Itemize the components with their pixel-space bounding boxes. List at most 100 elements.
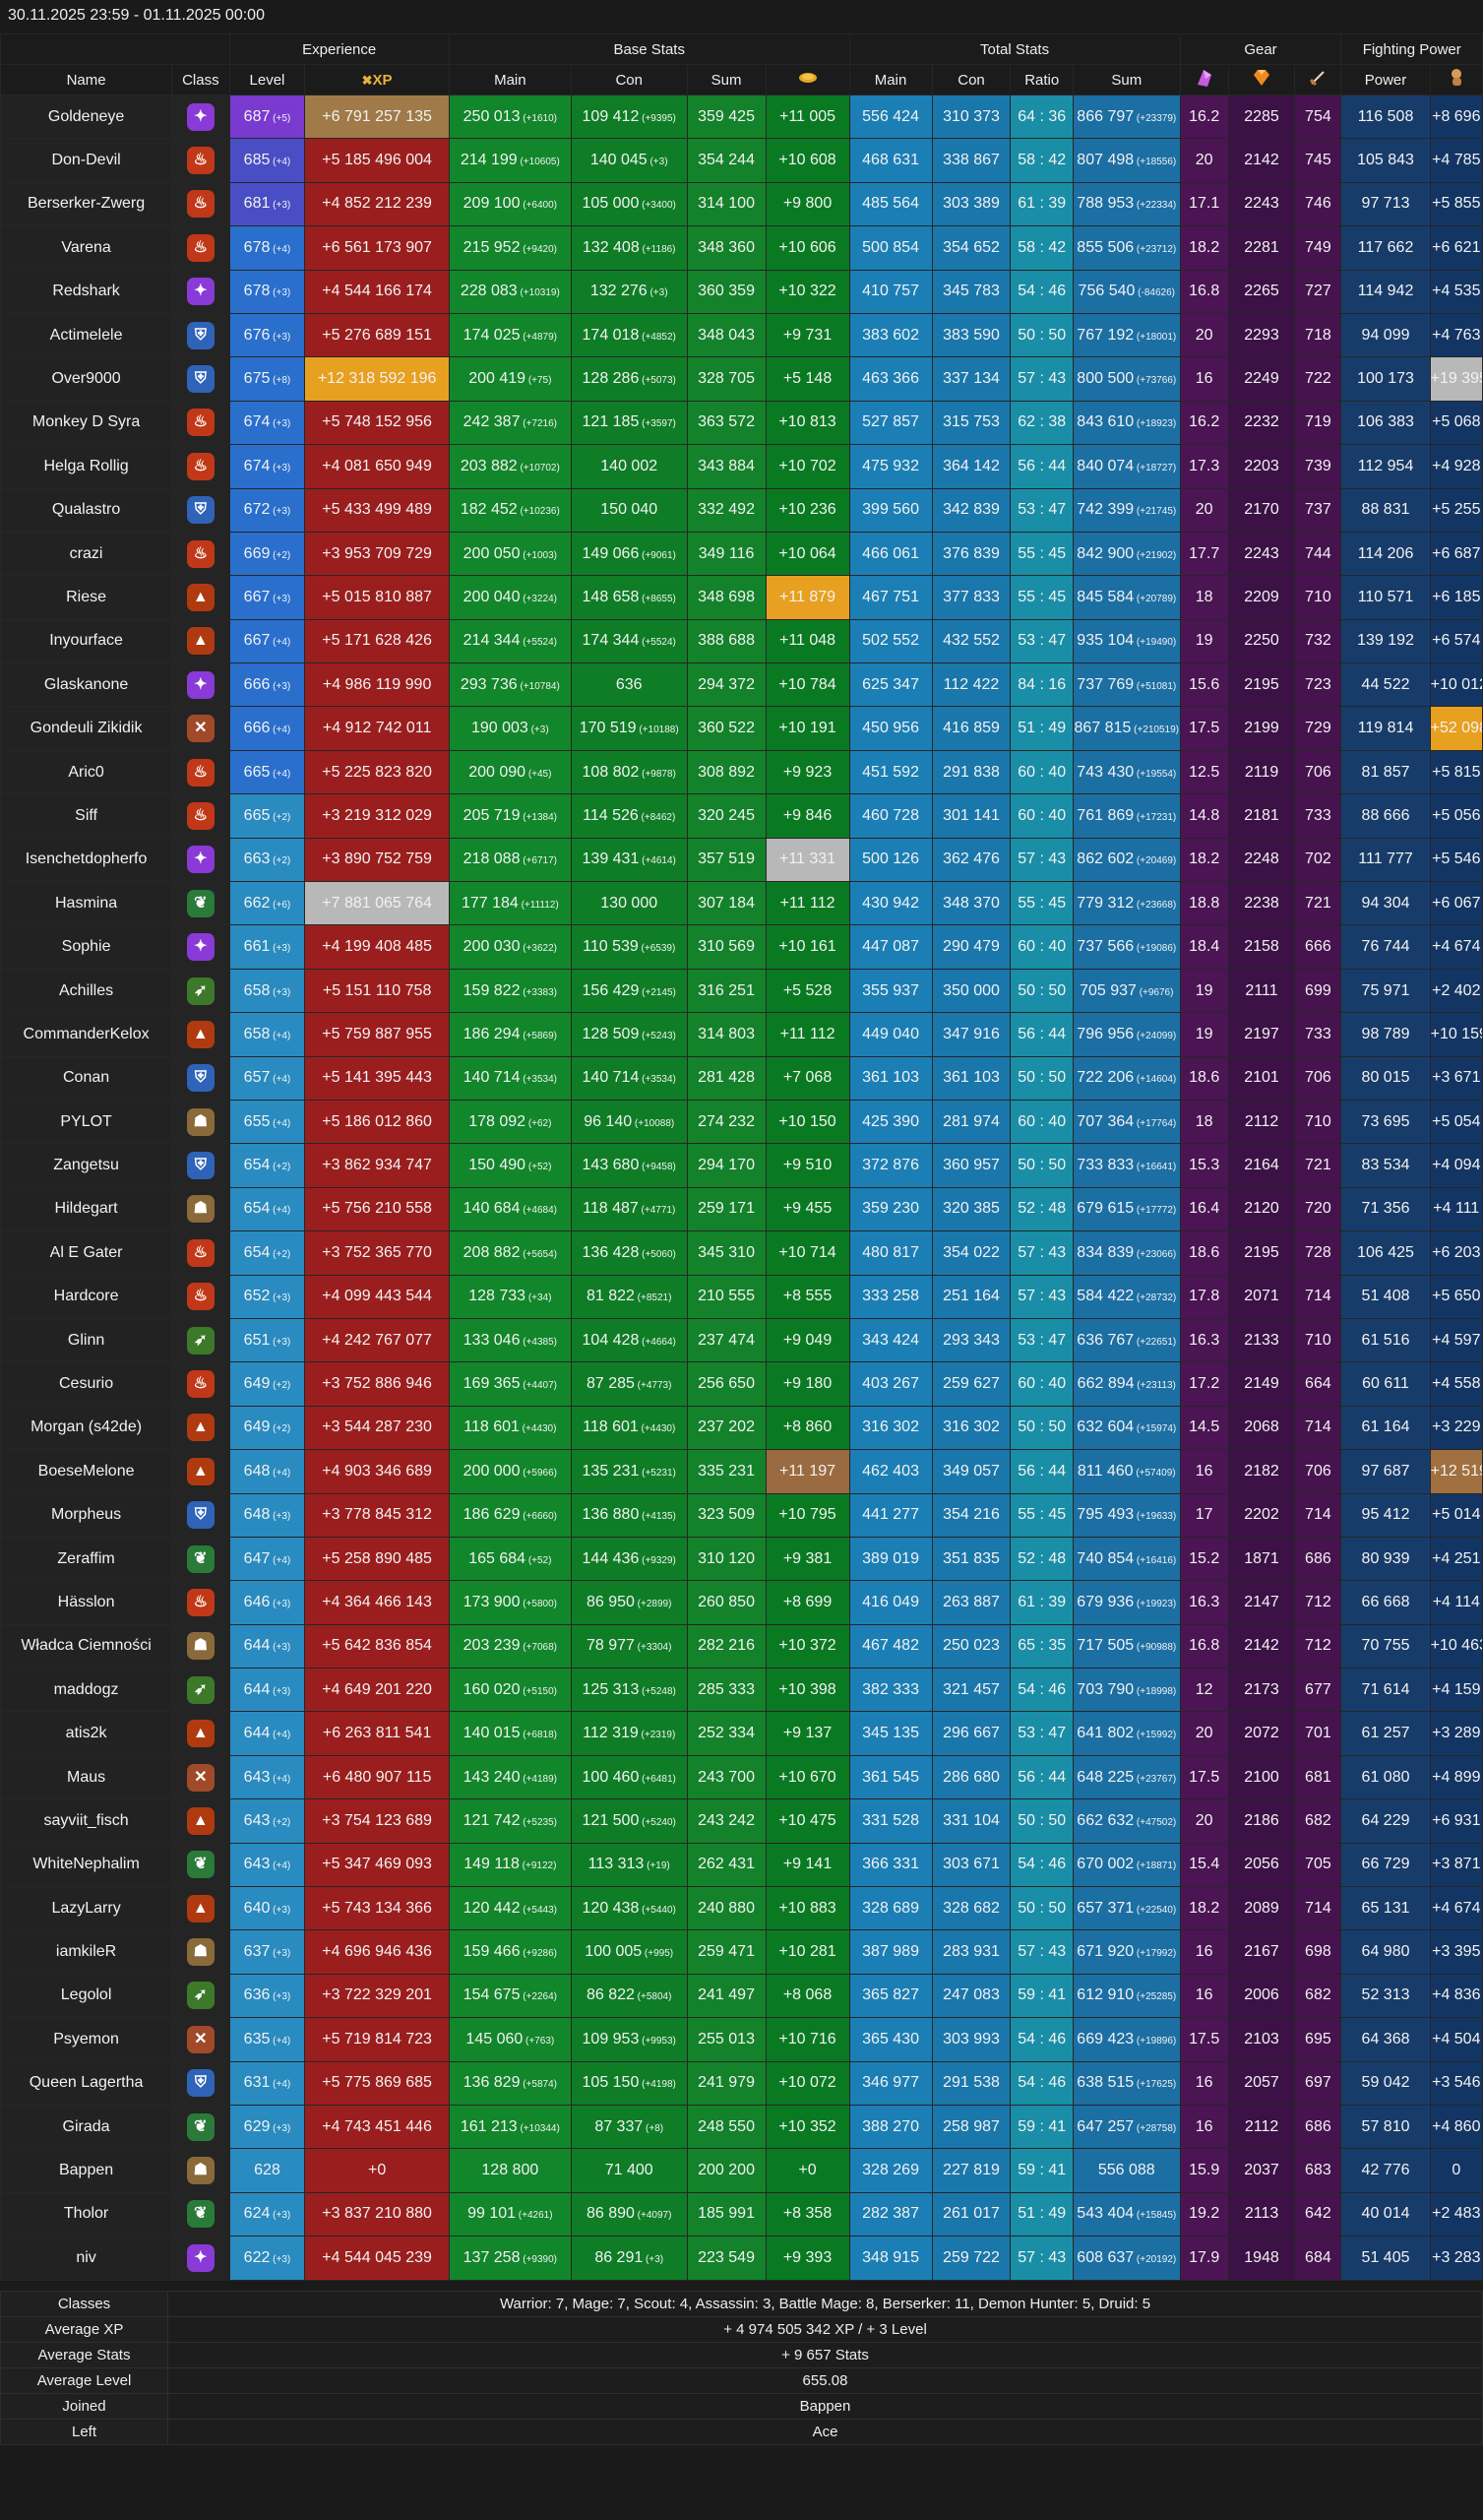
table-row[interactable]: niv ✦ 622 (+3) +4 544 045 239 137 258 (+9390… (0, 2236, 1483, 2281)
power-gain-cell: +6 203 (1429, 1230, 1483, 1276)
gear-dagger-cell: 745 (1294, 138, 1342, 183)
total-main-cell: 450 956 (848, 706, 933, 751)
base-sum-cell: 256 650 (686, 1361, 767, 1407)
table-row[interactable]: Hildegart ☗ 654 (+4) +5 756 210 558 140 684 … (0, 1186, 1483, 1232)
table-row[interactable]: Berserker-Zwerg ♨ 681 (+3) +4 852 212 239 20… (0, 181, 1483, 227)
xp-gain-cell: +5 719 814 723 (304, 2017, 450, 2062)
table-row[interactable]: Qualastro ⛨ 672 (+3) +5 433 499 489 182 452 … (0, 487, 1483, 533)
ratio-cell: 60 : 40 (1010, 793, 1074, 839)
table-row[interactable]: CommanderKelox ▲ 658 (+4) +5 759 887 955 186… (0, 1012, 1483, 1057)
mage-class-icon: ✦ (186, 670, 215, 699)
power-cell: 116 508 (1340, 94, 1431, 140)
table-row[interactable]: Morpheus ⛨ 648 (+3) +3 778 845 312 186 629 (… (0, 1492, 1483, 1538)
total-main-cell: 355 937 (848, 968, 933, 1014)
table-row[interactable]: Inyourface ▲ 667 (+4) +5 171 628 426 214 344… (0, 618, 1483, 664)
base-sum-cell: 259 471 (686, 1929, 767, 1975)
table-row[interactable]: Hardcore ♨ 652 (+3) +4 099 443 544 128 733 (… (0, 1274, 1483, 1319)
col-ratio[interactable]: Ratio (1010, 64, 1074, 95)
col-gear3[interactable] (1294, 64, 1342, 95)
xp-gain-cell: +4 649 201 220 (304, 1668, 450, 1713)
table-row[interactable]: Don-Devil ♨ 685 (+4) +5 185 496 004 214 199 … (0, 138, 1483, 183)
table-row[interactable]: atis2k ▲ 644 (+4) +6 263 811 541 140 015 (+6… (0, 1711, 1483, 1756)
total-sum-cell: 648 225 (+23767) (1072, 1754, 1181, 1800)
table-row[interactable]: LazyLarry ▲ 640 (+3) +5 743 134 366 120 442 … (0, 1886, 1483, 1931)
table-row[interactable]: Zangetsu ⛨ 654 (+2) +3 862 934 747 150 490 (… (0, 1143, 1483, 1188)
gear-crystal-cell: 16.2 (1179, 400, 1229, 446)
col-base-con[interactable]: Con (570, 64, 688, 95)
total-con-cell: 303 389 (931, 181, 1012, 227)
table-row[interactable]: Aric0 ♨ 665 (+4) +5 225 823 820 200 090 (+45… (0, 749, 1483, 795)
table-row[interactable]: Maus ✕ 643 (+4) +6 480 907 115 143 240 (+418… (0, 1754, 1483, 1800)
col-gear2[interactable] (1227, 64, 1296, 95)
table-row[interactable]: Achilles ➶ 658 (+3) +5 151 110 758 159 822 (… (0, 968, 1483, 1014)
table-row[interactable]: Redshark ✦ 678 (+3) +4 544 166 174 228 083 (… (0, 269, 1483, 314)
table-row[interactable]: Zeraffim ❦ 647 (+4) +5 258 890 485 165 684 (… (0, 1536, 1483, 1582)
table-row[interactable]: sayviit_fisch ▲ 643 (+2) +3 754 123 689 121 … (0, 1798, 1483, 1844)
table-row[interactable]: Bappen ☗ 628 +0 128 800 71 400 200 200 +0 328 26… (0, 2148, 1483, 2193)
table-row[interactable]: BoeseMelone ▲ 648 (+4) +4 903 346 689 200 00… (0, 1449, 1483, 1494)
table-row[interactable]: Władca Ciemności ☗ 644 (+3) +5 642 836 854 2… (0, 1623, 1483, 1670)
table-row[interactable]: iamkileR ☗ 637 (+3) +4 696 946 436 159 466 (… (0, 1929, 1483, 1975)
col-total-con[interactable]: Con (931, 64, 1012, 95)
base-main-cell: 186 629 (+6660) (448, 1492, 572, 1538)
table-row[interactable]: Hässlon ♨ 646 (+3) +4 364 466 143 173 900 (+… (0, 1580, 1483, 1625)
table-row[interactable]: Siff ♨ 665 (+2) +3 219 312 029 205 719 (+138… (0, 793, 1483, 839)
col-power[interactable]: Power (1340, 64, 1431, 95)
col-power-plus[interactable] (1429, 64, 1483, 95)
total-sum-cell: 679 615 (+17772) (1072, 1186, 1181, 1232)
class-icon: ⛨ (171, 1143, 230, 1188)
table-row[interactable]: Cesurio ♨ 649 (+2) +3 752 886 946 169 365 (+… (0, 1361, 1483, 1407)
table-row[interactable]: Isenchetdopherfo ✦ 663 (+2) +3 890 752 759 2… (0, 837, 1483, 883)
level-cell: 636 (+3) (228, 1973, 306, 2019)
total-sum-cell: 705 937 (+9676) (1072, 968, 1181, 1014)
total-con-cell: 416 859 (931, 706, 1012, 751)
table-row[interactable]: Glaskanone ✦ 666 (+3) +4 986 119 990 293 736… (0, 662, 1483, 708)
power-cell: 80 939 (1340, 1536, 1431, 1582)
table-row[interactable]: Conan ⛨ 657 (+4) +5 141 395 443 140 714 (+35… (0, 1055, 1483, 1101)
total-sum-cell: 840 074 (+18727) (1072, 444, 1181, 489)
col-total-sum[interactable]: Sum (1072, 64, 1181, 95)
table-row[interactable]: Over9000 ⛨ 675 (+8) +12 318 592 196 200 419 … (0, 356, 1483, 402)
col-name[interactable]: Name (0, 64, 173, 95)
table-row[interactable]: Sophie ✦ 661 (+3) +4 199 408 485 200 030 (+3… (0, 924, 1483, 970)
table-row[interactable]: Helga Rollig ♨ 674 (+3) +4 081 650 949 203 8… (0, 444, 1483, 489)
table-row[interactable]: Goldeneye ✦ 687 (+5) +6 791 257 135 250 013 … (0, 94, 1483, 140)
table-row[interactable]: Gondeuli Zikidik ✕ 666 (+4) +4 912 742 011 1… (0, 706, 1483, 751)
total-con-cell: 349 057 (931, 1449, 1012, 1494)
table-row[interactable]: Morgan (s42de) ▲ 649 (+2) +3 544 287 230 118… (0, 1405, 1483, 1451)
table-row[interactable]: Actimelele ⛨ 676 (+3) +5 276 689 151 174 025… (0, 312, 1483, 358)
total-main-cell: 430 942 (848, 881, 933, 926)
table-row[interactable]: Psyemon ✕ 635 (+4) +5 719 814 723 145 060 (+… (0, 2017, 1483, 2062)
table-row[interactable]: Monkey D Syra ♨ 674 (+3) +5 748 152 956 242 … (0, 400, 1483, 446)
col-xp[interactable]: ✖XP (304, 64, 450, 95)
col-total-main[interactable]: Main (848, 64, 933, 95)
gear-crystal-cell: 18.4 (1179, 924, 1229, 970)
table-row[interactable]: Varena ♨ 678 (+4) +6 561 173 907 215 952 (+9… (0, 225, 1483, 271)
ratio-cell: 55 : 45 (1010, 575, 1074, 620)
col-base-plus[interactable] (765, 64, 850, 95)
table-row[interactable]: Queen Lagertha ⛨ 631 (+4) +5 775 869 685 136… (0, 2060, 1483, 2106)
base-sum-cell: 307 184 (686, 881, 767, 926)
table-row[interactable]: Girada ❦ 629 (+3) +4 743 451 446 161 213 (+1… (0, 2104, 1483, 2150)
table-row[interactable]: maddogz ➶ 644 (+3) +4 649 201 220 160 020 (+… (0, 1668, 1483, 1713)
table-row[interactable]: Riese ▲ 667 (+3) +5 015 810 887 200 040 (+32… (0, 575, 1483, 620)
col-class[interactable]: Class (171, 64, 230, 95)
col-base-sum[interactable]: Sum (686, 64, 767, 95)
table-row[interactable]: crazi ♨ 669 (+2) +3 953 709 729 200 050 (+10… (0, 531, 1483, 577)
xp-gain-cell: +3 778 845 312 (304, 1492, 450, 1538)
total-sum-cell: 733 833 (+16641) (1072, 1143, 1181, 1188)
ratio-cell: 60 : 40 (1010, 1361, 1074, 1407)
summary-label: Average XP (0, 2315, 168, 2343)
col-gear1[interactable] (1179, 64, 1229, 95)
table-row[interactable]: Glinn ➶ 651 (+3) +4 242 767 077 133 046 (+43… (0, 1317, 1483, 1363)
table-row[interactable]: WhiteNephalim ❦ 643 (+4) +5 347 469 093 149 … (0, 1842, 1483, 1888)
col-level[interactable]: Level (228, 64, 306, 95)
table-row[interactable]: Al E Gater ♨ 654 (+2) +3 752 365 770 208 882… (0, 1230, 1483, 1276)
table-row[interactable]: PYLOT ☗ 655 (+4) +5 186 012 860 178 092 (+62… (0, 1099, 1483, 1145)
table-row[interactable]: Tholor ❦ 624 (+3) +3 837 210 880 99 101 (+42… (0, 2191, 1483, 2237)
table-row[interactable]: Legolol ➶ 636 (+3) +3 722 329 201 154 675 (+… (0, 1973, 1483, 2019)
col-base-main[interactable]: Main (448, 64, 572, 95)
level-cell: 661 (+3) (228, 924, 306, 970)
table-row[interactable]: Hasmina ❦ 662 (+6) +7 881 065 764 177 184 (+… (0, 881, 1483, 926)
base-sum-cell: 345 310 (686, 1230, 767, 1276)
